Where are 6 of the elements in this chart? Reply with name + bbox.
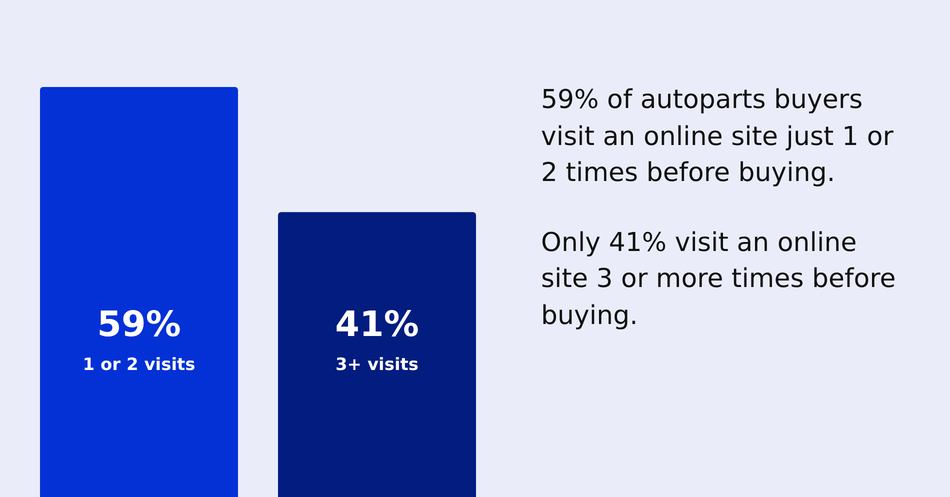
text: 59% of autoparts buyers visit an online site just 1 or 2 times before buying. [541, 84, 894, 190]
x-tick-label: 3+ visits [335, 355, 419, 376]
data-label: 59% [97, 305, 181, 346]
text: Only 41% visit an online site 3 or more times before buying. [541, 226, 897, 332]
data-label: 41% [335, 305, 419, 346]
x-tick-label: 1 or 2 visits [82, 355, 196, 376]
